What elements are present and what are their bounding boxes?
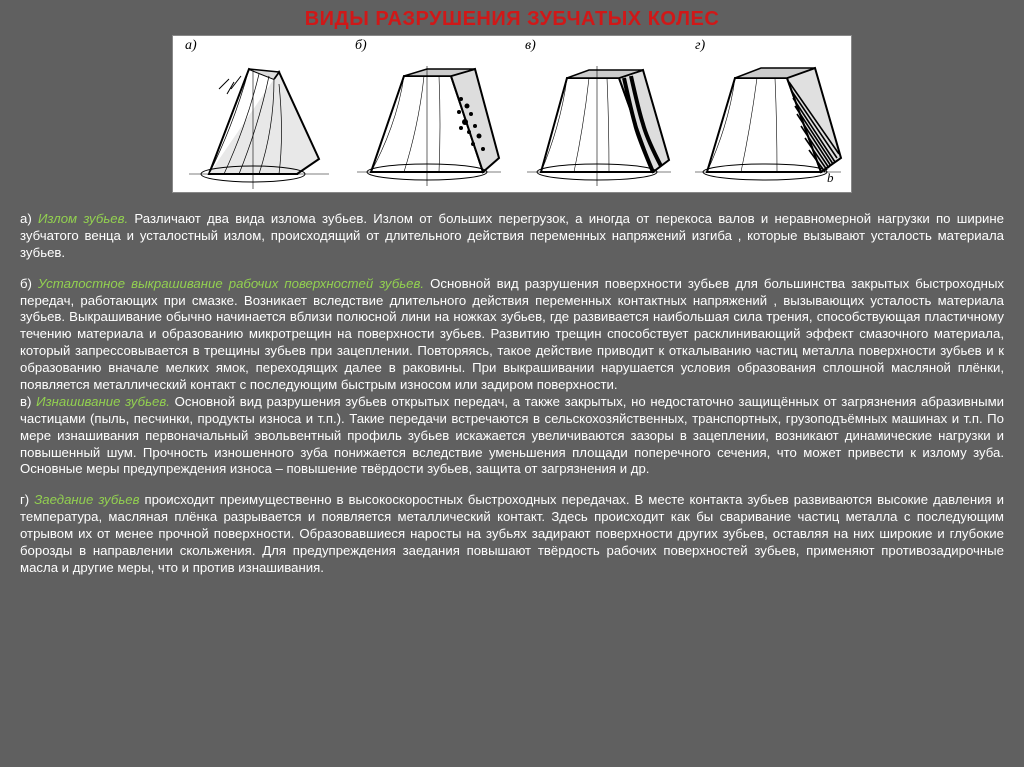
svg-text:b: b	[827, 170, 834, 185]
para-v: в) Изнашивание зубьев. Основной вид разр…	[20, 394, 1004, 478]
lead-g: Заедание зубьев	[34, 492, 139, 507]
page-title: ВИДЫ РАЗРУШЕНИЯ ЗУБЧАТЫХ КОЛЕС	[20, 8, 1004, 31]
para-a: а) Излом зубьев. Различают два вида изло…	[20, 211, 1004, 262]
figure-container: а) б)	[20, 35, 1004, 193]
figure-label-v: в)	[525, 38, 536, 54]
figure-label-g: г)	[695, 38, 705, 54]
figure-panel-g: г) b	[689, 38, 845, 192]
figure: а) б)	[172, 35, 852, 193]
tooth-b-icon	[349, 54, 505, 192]
figure-panel-a: а)	[179, 38, 335, 192]
lead-v: Изнашивание зубьев.	[36, 394, 170, 409]
lead-a: Излом зубьев.	[38, 211, 128, 226]
tooth-v-icon	[519, 54, 675, 192]
lead-b: Усталостное выкрашивание рабочих поверхн…	[38, 276, 424, 291]
tooth-g-icon: b	[689, 54, 845, 192]
tooth-a-icon	[179, 54, 335, 192]
figure-panel-v: в)	[519, 38, 675, 192]
para-b: б) Усталостное выкрашивание рабочих пове…	[20, 276, 1004, 394]
figure-label-b: б)	[355, 38, 367, 54]
para-g: г) Заедание зубьев происходит преимущест…	[20, 492, 1004, 576]
figure-panel-b: б)	[349, 38, 505, 192]
body-text: а) Излом зубьев. Различают два вида изло…	[20, 211, 1004, 577]
figure-label-a: а)	[185, 38, 197, 54]
